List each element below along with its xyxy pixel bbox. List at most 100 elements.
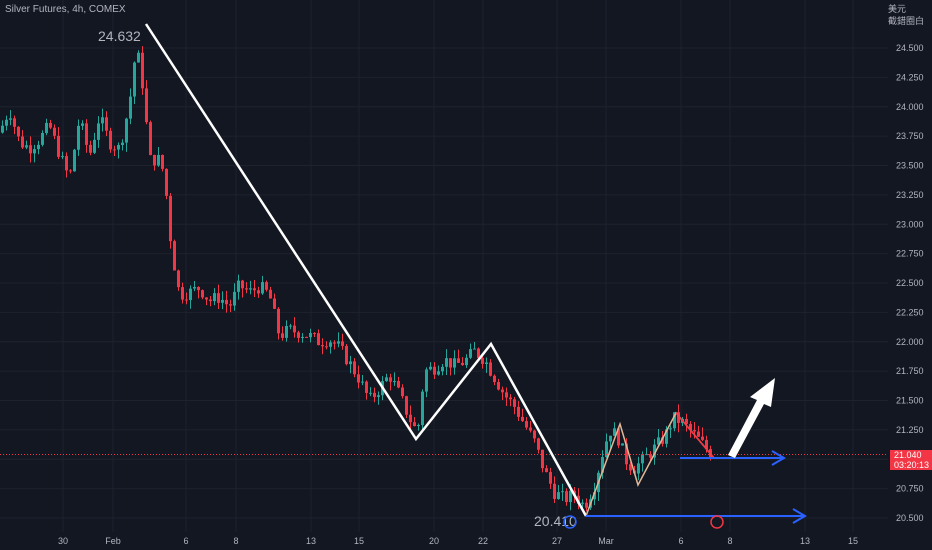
currency-line-1: 美元 xyxy=(887,4,906,14)
x-tick-label: Mar xyxy=(598,536,614,546)
candle-down xyxy=(617,428,620,446)
candle-down xyxy=(245,288,248,290)
candle-down xyxy=(229,304,232,306)
candle-down xyxy=(317,333,320,346)
y-tick-label: 21.750 xyxy=(896,366,924,376)
candle-down xyxy=(373,392,376,397)
candle-up xyxy=(393,381,396,383)
candle-down xyxy=(225,299,228,305)
high-price-label: 24.632 xyxy=(98,28,141,44)
currency-line-2: 截錯圈白 xyxy=(887,16,924,26)
candle-down xyxy=(577,495,580,504)
candle-up xyxy=(77,125,80,150)
candle-down xyxy=(305,336,308,338)
candle-down xyxy=(241,280,244,289)
currency-label: 美元 截錯圈白 xyxy=(888,3,924,27)
candle-up xyxy=(129,96,132,119)
candle-up xyxy=(673,412,676,429)
candle-up xyxy=(81,123,84,126)
candle-up xyxy=(421,391,424,426)
candle-down xyxy=(17,126,20,137)
y-tick-label: 22.250 xyxy=(896,307,924,317)
candle-down xyxy=(205,297,208,300)
candle-down xyxy=(413,422,416,427)
candle-up xyxy=(445,358,448,367)
candle-up xyxy=(641,454,644,464)
candle-down xyxy=(161,154,164,169)
candle-down xyxy=(53,127,56,136)
candle-down xyxy=(629,464,632,471)
candle-up xyxy=(285,326,288,338)
candle-up xyxy=(193,286,196,289)
candle-down xyxy=(197,286,200,291)
candle-down xyxy=(185,299,188,301)
candle-down xyxy=(517,406,520,417)
candle-down xyxy=(677,412,680,423)
candle-down xyxy=(565,491,568,503)
candle-down xyxy=(513,399,516,407)
candle-up xyxy=(485,362,488,364)
candle-up xyxy=(569,490,572,503)
red-down-line xyxy=(675,412,715,459)
candle-down xyxy=(85,123,88,145)
y-tick-label: 23.250 xyxy=(896,190,924,200)
candle-up xyxy=(437,371,440,375)
candle-down xyxy=(145,88,148,123)
last-price: 21.040 xyxy=(894,450,922,460)
candle-down xyxy=(505,392,508,398)
candle-down xyxy=(529,427,532,431)
candle-up xyxy=(417,425,420,427)
candle-down xyxy=(313,333,316,335)
candle-up xyxy=(669,428,672,430)
candle-down xyxy=(701,436,704,440)
x-tick-label: 15 xyxy=(848,536,858,546)
x-axis: 30 Feb 6 8 13 15 20 22 27 Mar 6 8 13 15 xyxy=(58,536,858,546)
candle-down xyxy=(493,375,496,383)
y-tick-label: 20.750 xyxy=(896,484,924,494)
candle-up xyxy=(117,144,120,150)
candle-down xyxy=(265,282,268,290)
candle-up xyxy=(465,357,468,366)
zigzag-trend-line xyxy=(144,23,588,517)
candle-up xyxy=(369,392,372,394)
candle-down xyxy=(177,270,180,288)
candle-down xyxy=(497,382,500,390)
candle-down xyxy=(525,421,528,428)
candle-down xyxy=(277,308,280,334)
candle-down xyxy=(201,290,204,298)
candle-down xyxy=(149,122,152,155)
blue-arrowhead-upper xyxy=(771,450,786,466)
candle-down xyxy=(433,366,436,375)
candle-down xyxy=(281,333,284,338)
y-tick-label: 23.750 xyxy=(896,131,924,141)
candle-down xyxy=(257,290,260,294)
candle-down xyxy=(141,52,144,89)
candle-up xyxy=(289,325,292,327)
candle-down xyxy=(253,288,256,291)
candle-down xyxy=(153,154,156,166)
candle-up xyxy=(385,377,388,382)
candle-down xyxy=(449,358,452,368)
candle-up xyxy=(213,293,216,302)
x-tick-label: 15 xyxy=(354,536,364,546)
candle-down xyxy=(545,468,548,473)
candle-up xyxy=(33,149,36,154)
y-tick-label: 24.000 xyxy=(896,102,924,112)
candle-up xyxy=(125,118,128,143)
candle-up xyxy=(101,117,104,124)
candle-up xyxy=(73,149,76,172)
candle-down xyxy=(293,325,296,333)
candle-down xyxy=(29,145,32,154)
candle-down xyxy=(21,136,24,148)
candle-down xyxy=(57,135,60,157)
x-tick-label: Feb xyxy=(105,536,121,546)
y-tick-label: 24.250 xyxy=(896,72,924,82)
candle-down xyxy=(697,431,700,437)
lightning-icon xyxy=(710,515,724,529)
candle-down xyxy=(537,438,540,450)
candle-down xyxy=(269,289,272,299)
y-tick-label: 22.750 xyxy=(896,249,924,259)
candle-up xyxy=(645,454,648,456)
x-tick-label: 6 xyxy=(183,536,188,546)
